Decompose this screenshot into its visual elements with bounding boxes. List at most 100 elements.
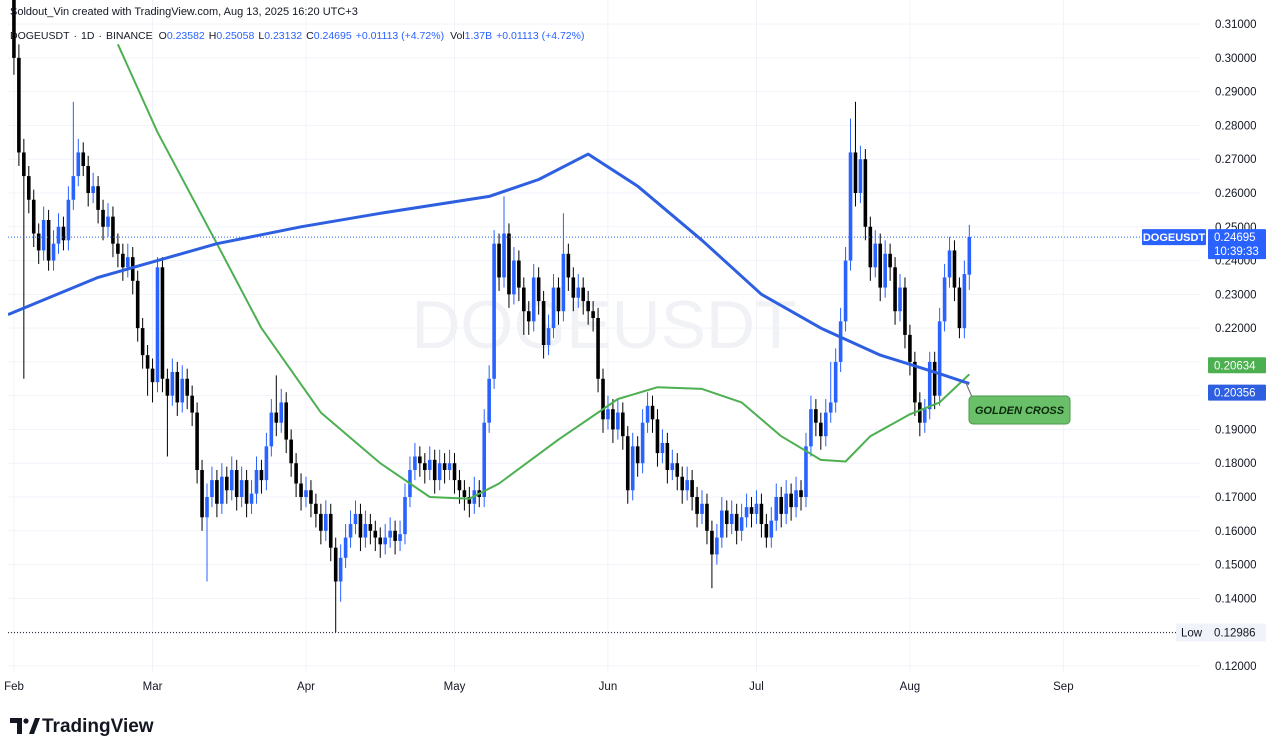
ohlc-value: 0.25058 [216,30,254,42]
candle-body [937,321,942,396]
candle-body [140,328,145,356]
x-tick-label: May [444,681,466,693]
y-tick-label: 0.18000 [1215,458,1257,470]
candle-body [170,372,175,396]
candle-body [254,469,259,494]
y-tick-label: 0.12000 [1215,661,1257,673]
candle-body [111,216,115,244]
candle-body [690,480,694,498]
price-tag-text: 0.24695 [1214,232,1256,244]
candle-body [56,226,61,244]
candle-body [522,287,526,312]
candle-body [616,412,620,430]
candle-body [324,513,328,531]
candle-body [373,530,378,538]
candle-body [368,524,373,531]
candle-body [952,250,957,288]
candle-body [809,409,813,447]
ohlc-value: 0.23582 [167,30,205,42]
y-tick-label: 0.29000 [1215,87,1257,99]
low-label: Low [1181,628,1203,640]
candle-body [591,311,595,318]
candle-body [873,243,878,268]
y-tick-label: 0.31000 [1215,19,1257,31]
volume: 1.37B [465,30,492,42]
candle-body [606,409,610,420]
candle-body [437,463,442,481]
separator: · [98,30,102,42]
candle-body [621,412,625,437]
candle-body [383,537,388,545]
candle-body [739,517,744,531]
candle-body [234,469,239,498]
legend: DOGEUSDT · 1D · BINANCE O0.23582 H0.25058 L0.23… [10,30,584,42]
candle-body [91,186,95,193]
candle-body [596,317,600,379]
exchange: BINANCE [106,30,153,42]
candle-body [848,152,853,261]
candle-body [804,446,808,498]
candle-body [635,446,640,464]
candle-body [418,456,422,464]
watermark: DOGEUSDT [411,287,796,363]
brand: TradingView [10,716,154,737]
y-tick-label: 0.30000 [1215,53,1257,65]
candle-body [551,287,556,329]
candle-body [680,476,685,491]
candle-body [571,277,576,298]
logo [10,718,22,734]
candle-body [932,361,937,396]
candle-body [398,534,402,541]
candle-body [259,469,264,481]
candle-body [720,510,724,538]
candle-body [640,422,645,464]
candle-body [215,480,219,504]
candle-body [86,165,90,193]
logo [29,718,40,734]
candle-body [249,493,254,504]
candle-body [17,57,21,153]
candle-body [576,287,581,298]
candle-body [348,524,353,538]
candle-body [299,483,303,498]
y-tick-label: 0.15000 [1215,560,1257,572]
candle-body [546,328,551,345]
candle-body [660,442,665,454]
candle-body [22,152,26,177]
y-tick-label: 0.14000 [1215,593,1257,605]
candle-body [284,402,288,440]
candle-body [210,480,214,498]
candle-body [957,287,962,329]
candle-body [675,463,680,477]
candle-body [863,159,868,227]
candle-body [106,216,110,227]
annotation-arrow [965,382,973,398]
candle-body [749,507,754,514]
candle-body [333,547,338,582]
x-tick-label: Jun [599,681,618,693]
candle-body [314,503,318,514]
candle-body [388,530,392,538]
candle-body [630,446,635,491]
candle-body [492,243,496,379]
candle-body [101,209,105,227]
candle-body [645,405,650,423]
candle-body [135,280,140,329]
separator: · [74,30,78,42]
x-tick-label: Apr [297,681,315,693]
candle-body [121,253,125,268]
candle-body [12,0,16,58]
moving-average [8,152,970,386]
candle-body [858,159,863,193]
candle-body [947,250,952,278]
ohlc-value: 0.24695 [314,30,352,42]
candle-body [378,537,383,545]
credit: Soldout_Vin created with TradingView.com… [10,6,358,18]
candle-body [185,378,189,396]
candle-body [799,490,803,498]
volume-label: Vol [450,30,465,42]
candle-body [913,361,917,403]
candle-body [328,513,333,548]
candle-body [96,186,100,210]
candle-body [358,513,363,538]
